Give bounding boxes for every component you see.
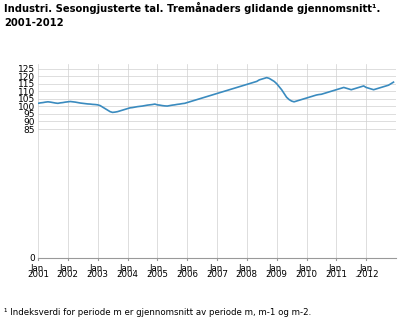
Text: 2009: 2009 [266,270,288,279]
Text: .2012: .2012 [354,270,378,279]
Text: Jan.: Jan. [209,264,225,273]
Text: 2004: 2004 [116,270,138,279]
Text: 2010: 2010 [296,270,318,279]
Text: 2006: 2006 [176,270,198,279]
Text: 2007: 2007 [206,270,228,279]
Text: 2008: 2008 [236,270,258,279]
Text: 2005: 2005 [146,270,168,279]
Text: Jan: Jan [360,264,373,273]
Text: Jan.: Jan. [60,264,76,273]
Text: Jan.: Jan. [298,264,314,273]
Text: 2001-2012: 2001-2012 [4,18,64,28]
Text: Jan.: Jan. [239,264,255,273]
Text: Jan.: Jan. [30,264,46,273]
Text: 2002: 2002 [57,270,79,279]
Text: Industri. Sesongjusterte tal. Tremånaders glidande gjennomsnitt¹.: Industri. Sesongjusterte tal. Tremånader… [4,2,380,14]
Text: 2001: 2001 [27,270,49,279]
Text: ¹ Indeksverdi for periode m er gjennomsnitt av periode m, m-1 og m-2.: ¹ Indeksverdi for periode m er gjennomsn… [4,308,311,317]
Text: Jan.: Jan. [269,264,285,273]
Text: Jan.: Jan. [179,264,195,273]
Text: Jan.: Jan. [90,264,106,273]
Text: Jan.: Jan. [328,264,344,273]
Text: 2003: 2003 [87,270,109,279]
Text: Jan.: Jan. [120,264,136,273]
Text: 2011: 2011 [325,270,347,279]
Text: Jan.: Jan. [149,264,165,273]
